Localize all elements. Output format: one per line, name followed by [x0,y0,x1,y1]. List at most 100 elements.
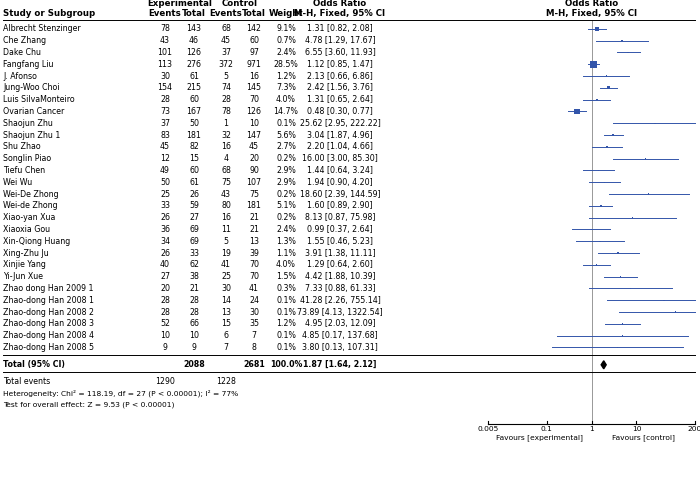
Text: 68: 68 [221,25,231,33]
Text: 167: 167 [186,107,202,116]
Bar [591,228,592,230]
Text: 25: 25 [221,272,231,281]
Text: Zhao-dong Han 2008 5: Zhao-dong Han 2008 5 [3,343,94,352]
Text: 2088: 2088 [183,361,205,369]
Text: 101: 101 [158,48,172,57]
Text: 10: 10 [249,119,259,128]
Text: 60: 60 [189,166,199,175]
Text: 1.29 [0.64, 2.60]: 1.29 [0.64, 2.60] [307,260,373,269]
Bar [622,335,623,336]
Text: M-H, Fixed, 95% CI: M-H, Fixed, 95% CI [295,9,386,18]
Text: 5: 5 [223,237,228,246]
Text: 78: 78 [221,107,231,116]
Text: Zhao dong Han 2009 1: Zhao dong Han 2009 1 [3,284,94,293]
Text: 73: 73 [160,107,170,116]
Bar [648,193,650,195]
Bar [654,122,656,124]
Text: 4.85 [0.17, 137.68]: 4.85 [0.17, 137.68] [302,331,378,340]
Text: 68: 68 [221,166,231,175]
Text: 43: 43 [160,36,170,45]
Text: Xing-Zhu Ju: Xing-Zhu Ju [3,249,49,257]
Text: 0.1%: 0.1% [276,343,296,352]
Text: 30: 30 [249,308,259,317]
Text: 75: 75 [249,189,259,199]
Text: 0.3%: 0.3% [276,284,296,293]
Text: 41: 41 [249,284,259,293]
Text: 32: 32 [221,131,231,140]
Bar [664,299,665,301]
Text: 100.0%: 100.0% [270,361,302,369]
Bar [645,158,646,160]
Text: 4.0%: 4.0% [276,260,296,269]
Text: 60: 60 [189,95,199,104]
Text: 1.60 [0.89, 2.90]: 1.60 [0.89, 2.90] [307,201,372,210]
Text: 2.20 [1.04, 4.66]: 2.20 [1.04, 4.66] [307,142,373,151]
Text: 52: 52 [160,320,170,328]
Text: 7.3%: 7.3% [276,83,296,93]
Bar [627,52,629,53]
Text: 28: 28 [160,308,170,317]
Text: 1.31 [0.82, 2.08]: 1.31 [0.82, 2.08] [307,25,373,33]
Text: 60: 60 [249,36,259,45]
Text: 28: 28 [221,95,231,104]
Text: 25.62 [2.95, 222.22]: 25.62 [2.95, 222.22] [300,119,380,128]
Text: 27: 27 [160,272,170,281]
Text: 16: 16 [221,213,231,222]
Text: 200: 200 [688,426,700,432]
Text: Yi-Jun Xue: Yi-Jun Xue [3,272,43,281]
Text: 3.91 [1.38, 11.11]: 3.91 [1.38, 11.11] [304,249,375,257]
Text: 6: 6 [223,331,228,340]
Bar [631,217,634,218]
Text: Study or Subgroup: Study or Subgroup [3,9,95,18]
Text: 70: 70 [249,272,259,281]
Text: 28: 28 [160,296,170,305]
Text: 1228: 1228 [216,377,236,386]
Text: 0.005: 0.005 [477,426,498,432]
Text: 40: 40 [160,260,170,269]
Text: 70: 70 [249,260,259,269]
Text: Zhao-dong Han 2008 4: Zhao-dong Han 2008 4 [3,331,94,340]
Text: 66: 66 [189,320,199,328]
Bar [675,311,676,313]
Text: Xin-Qiong Huang: Xin-Qiong Huang [3,237,70,246]
Bar [606,146,608,147]
Text: Odds Ratio: Odds Ratio [314,0,367,8]
Text: 1: 1 [589,426,594,432]
Text: 0.99 [0.37, 2.64]: 0.99 [0.37, 2.64] [307,225,373,234]
Text: 25: 25 [160,189,170,199]
Text: Xiao-yan Xua: Xiao-yan Xua [3,213,55,222]
Text: 1290: 1290 [155,377,175,386]
Text: Events: Events [148,9,181,18]
Text: 1.44 [0.64, 3.24]: 1.44 [0.64, 3.24] [307,166,373,175]
Text: 21: 21 [249,225,259,234]
Text: 9: 9 [192,343,197,352]
Text: Dake Chu: Dake Chu [3,48,41,57]
Text: Favours [control]: Favours [control] [612,434,675,441]
Text: 145: 145 [246,83,262,93]
Bar [617,347,618,348]
Text: 2.42 [1.56, 3.76]: 2.42 [1.56, 3.76] [307,83,373,93]
Text: 69: 69 [189,237,199,246]
Text: 50: 50 [189,119,199,128]
Text: 2.4%: 2.4% [276,48,296,57]
Text: 38: 38 [189,272,199,281]
Text: 61: 61 [189,71,199,80]
Bar [590,61,598,68]
Bar [620,276,622,278]
Text: Songlin Piao: Songlin Piao [3,154,51,163]
Text: 34: 34 [160,237,170,246]
Text: 10: 10 [631,426,641,432]
Bar [630,288,631,289]
Text: 126: 126 [186,48,202,57]
Text: Che Zhang: Che Zhang [3,36,46,45]
Text: 0.2%: 0.2% [276,213,296,222]
Text: 50: 50 [160,178,170,187]
Text: 18.60 [2.39, 144.59]: 18.60 [2.39, 144.59] [300,189,380,199]
Text: 39: 39 [249,249,259,257]
Bar [596,264,597,266]
Text: 74: 74 [221,83,231,93]
Text: 19: 19 [221,249,231,257]
Text: 971: 971 [246,60,261,69]
Text: 1.87 [1.64, 2.12]: 1.87 [1.64, 2.12] [303,361,377,369]
Text: 1.55 [0.46, 5.23]: 1.55 [0.46, 5.23] [307,237,373,246]
